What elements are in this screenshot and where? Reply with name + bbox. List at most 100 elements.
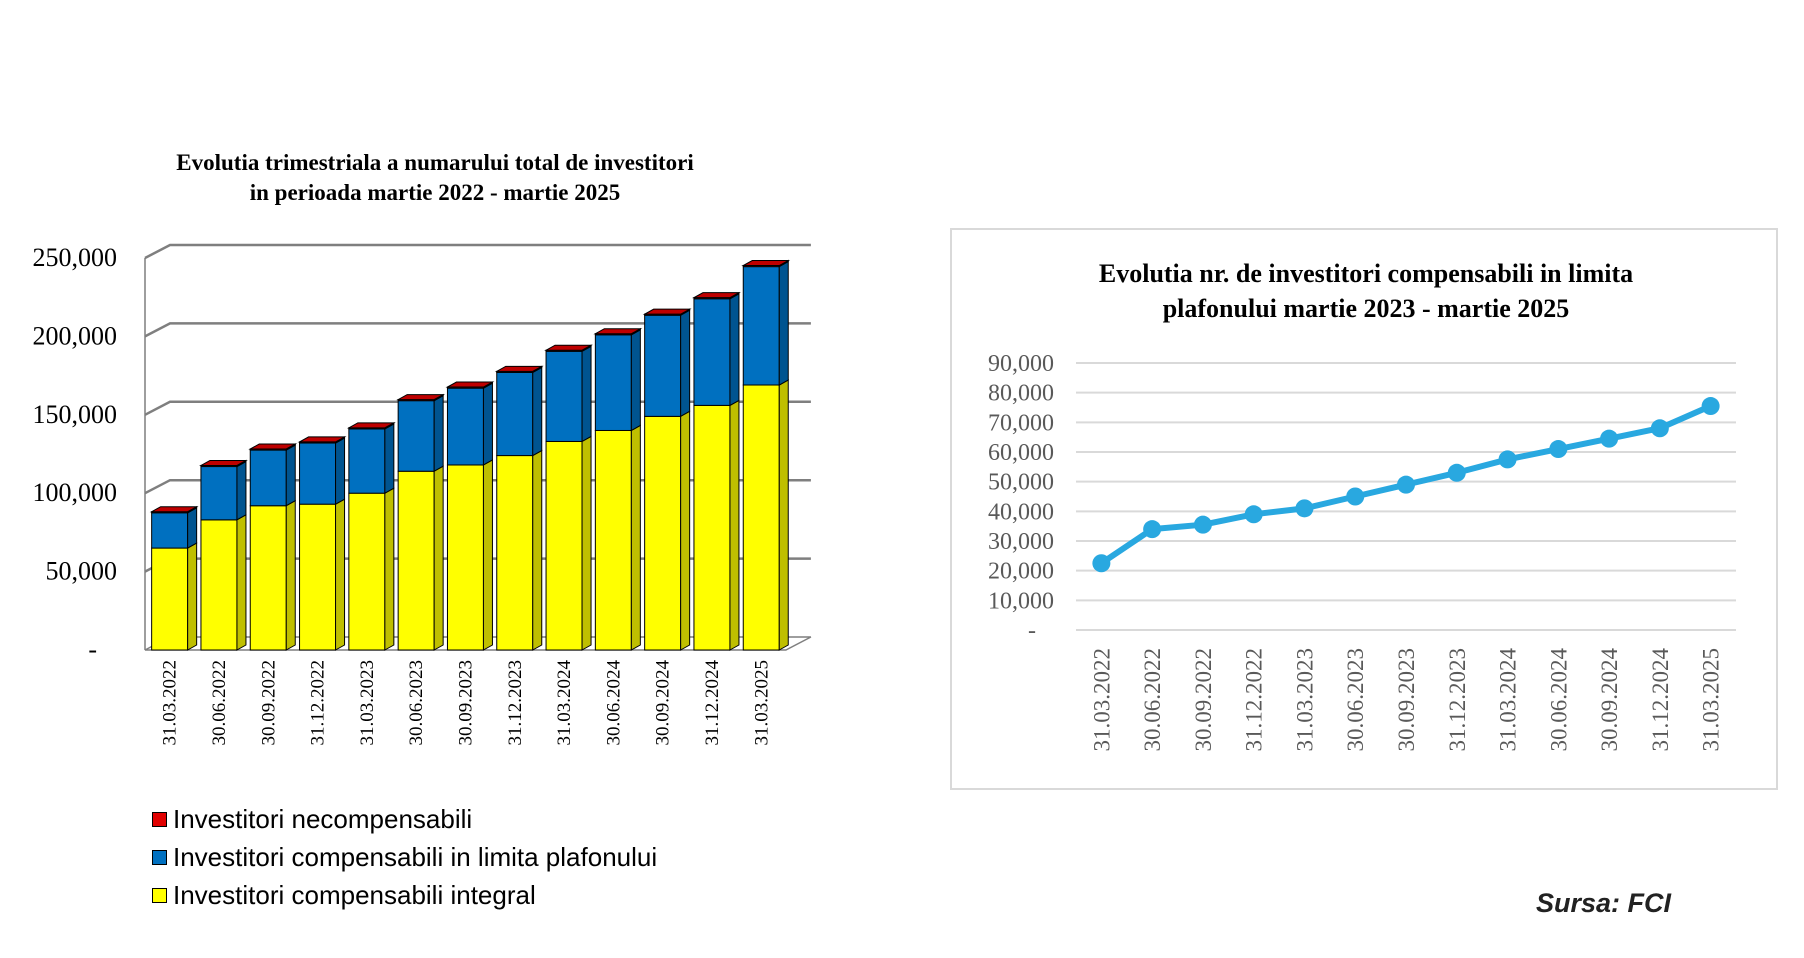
bar-segment-2-10 (642, 308, 692, 317)
bar-segment-1-5 (397, 394, 444, 473)
bar-segment-0-3 (299, 498, 346, 651)
legend: Investitori necompensabili Investitori c… (152, 800, 657, 914)
legend-swatch-yellow (152, 887, 167, 903)
line-x-tick-label-9: 30.06.2024 (1546, 648, 1571, 752)
line-point-11 (1650, 419, 1669, 438)
bar-segment-0-2 (249, 499, 296, 651)
bar-top (248, 443, 298, 450)
y-tick-label-5: 250,000 (33, 243, 118, 272)
bar-segment-front (594, 334, 632, 431)
left-chart-title-line-1: Evolutia trimestriala a numarului total … (176, 150, 694, 175)
bar-segment-1-9 (594, 328, 641, 432)
line-y-tick-label-6: 60,000 (988, 440, 1054, 466)
line-x-tick-label-11: 31.12.2024 (1648, 648, 1673, 752)
x-tick-label-5: 30.06.2023 (406, 660, 427, 746)
bar-top (396, 394, 446, 401)
bar-segment-0-5 (397, 465, 444, 651)
x-tick-label-1: 30.06.2022 (209, 660, 230, 746)
line-x-tick-label-12: 31.03.2025 (1699, 648, 1724, 752)
bar-segment-front (594, 429, 632, 651)
left-chart-title: Evolutia trimestriala a numarului total … (90, 148, 780, 208)
bar-segment-0-12 (742, 379, 789, 651)
x-tick-label-7: 31.12.2023 (505, 660, 526, 746)
line-x-tick-label-1: 30.06.2022 (1140, 648, 1165, 752)
line-point-9 (1549, 440, 1568, 459)
line-y-tick-label-8: 80,000 (988, 381, 1054, 407)
bar-segment-front (693, 298, 731, 406)
line-x-tick-label-6: 30.09.2023 (1394, 648, 1419, 752)
line-x-tick-label-3: 31.12.2022 (1242, 648, 1267, 752)
bar-top (642, 308, 692, 315)
line-point-10 (1600, 429, 1619, 448)
source-note: Sursa: FCI (1536, 888, 1672, 918)
bar-top (692, 292, 741, 299)
line-point-8 (1498, 450, 1517, 469)
legend-label-integral: Investitori compensabili integral (173, 879, 536, 910)
bar-segment-1-11 (693, 292, 740, 407)
line-point-7 (1447, 463, 1466, 482)
bar-top (593, 328, 643, 335)
bar-top (544, 344, 593, 351)
y-tick-label-2: 100,000 (33, 478, 118, 507)
bar-segment-front (348, 428, 386, 494)
bar-top (297, 436, 347, 443)
line-x-tick-label-8: 31.03.2024 (1496, 648, 1521, 752)
y-tick-label-0: - (88, 635, 97, 664)
bar-segment-front (200, 519, 238, 651)
legend-item-integral: Investitori compensabili integral (152, 876, 657, 914)
bar-top (445, 381, 495, 388)
x-tick-label-11: 31.12.2024 (702, 660, 723, 746)
x-tick-label-2: 30.09.2022 (258, 660, 279, 746)
bar-segment-front (200, 466, 238, 521)
line-x-tick-label-2: 30.09.2022 (1191, 648, 1216, 752)
y-tick-label-4: 200,000 (33, 321, 118, 350)
bar-segment-0-9 (594, 424, 641, 651)
legend-swatch-blue (152, 849, 167, 865)
bar-segment-front (397, 400, 435, 472)
x-tick-label-4: 31.03.2023 (357, 660, 378, 746)
bar-segment-2-11 (692, 291, 741, 300)
bar-top (149, 506, 199, 513)
line-point-6 (1397, 475, 1415, 494)
legend-label-necompensabili: Investitori necompensabili (173, 803, 473, 834)
bar-segment-front (742, 384, 780, 651)
line-point-3 (1244, 505, 1263, 524)
x-tick-label-3: 31.12.2022 (308, 660, 329, 746)
left-chart-title-line-2: in perioada martie 2022 - martie 2025 (249, 180, 621, 205)
bar-segment-front (249, 449, 287, 507)
line-y-tick-label-9: 90,000 (988, 351, 1054, 377)
bar-segment-1-1 (200, 460, 247, 521)
bar-segment-front (446, 464, 484, 651)
line-y-tick-label-2: 20,000 (988, 559, 1054, 585)
line-x-tick-label-10: 30.09.2024 (1597, 648, 1622, 752)
bar-top (346, 422, 396, 429)
bar-segment-front (249, 505, 287, 651)
line-chart-panel (950, 228, 1778, 790)
x-tick-label-6: 30.09.2023 (455, 660, 476, 746)
line-point-2 (1193, 515, 1212, 534)
line-y-tick-label-7: 70,000 (988, 410, 1054, 436)
bar-segment-front (348, 492, 386, 651)
right-chart-title-line-2: plafonului martie 2023 - martie 2025 (1162, 294, 1570, 323)
y-tick-label-1: 50,000 (46, 557, 118, 586)
line-x-tick-label-5: 30.06.2023 (1343, 648, 1368, 752)
bar-segment-2-12 (741, 259, 791, 268)
legend-item-in-limita-plafonului: Investitori compensabili in limita plafo… (152, 838, 657, 876)
x-tick-label-12: 31.03.2025 (751, 660, 772, 746)
bar-segment-front (496, 371, 534, 457)
line-point-12 (1701, 397, 1720, 416)
line-point-0 (1092, 554, 1111, 573)
bar-top (494, 365, 544, 372)
bar-segment-1-10 (644, 309, 691, 418)
legend-label-in-limita-plafonului: Investitori compensabili in limita plafo… (173, 841, 658, 872)
bar-segment-2-2 (248, 443, 298, 451)
bar-top (199, 459, 248, 466)
bar-segment-2-3 (297, 436, 347, 444)
x-tick-label-8: 31.03.2024 (554, 660, 575, 746)
line-y-tick-label-1: 10,000 (988, 588, 1054, 614)
bar-segment-2-4 (346, 421, 396, 430)
line-x-tick-label-7: 31.12.2023 (1445, 648, 1470, 752)
y-tick-label-3: 150,000 (33, 400, 118, 429)
x-tick-label-0: 31.03.2022 (160, 660, 181, 746)
